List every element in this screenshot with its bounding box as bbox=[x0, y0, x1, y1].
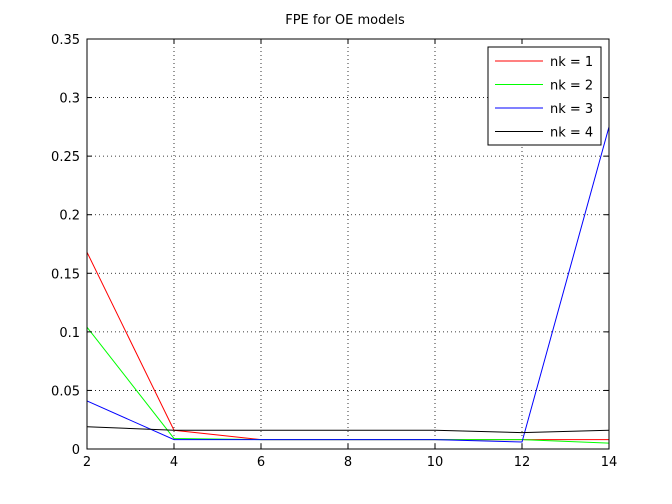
legend-label: nk = 1 bbox=[550, 55, 593, 70]
x-tick-label: 14 bbox=[601, 455, 618, 470]
legend-label: nk = 2 bbox=[550, 79, 593, 94]
x-tick-label: 4 bbox=[170, 455, 178, 470]
grid bbox=[87, 39, 609, 449]
series-line bbox=[86, 426, 610, 434]
x-tick-label: 6 bbox=[257, 455, 265, 470]
y-tick-label: 0.15 bbox=[51, 267, 80, 282]
series-lines bbox=[86, 126, 610, 444]
x-tick-label: 8 bbox=[344, 455, 352, 470]
axis-ticks: 2 4 6 8 10 12 14 0 0.05 0.1 0.15 0.2 0.25 0.3 0.35 bbox=[51, 33, 617, 470]
legend: nk = 1 nk = 2 nk = 3 nk = 4 bbox=[487, 46, 602, 146]
series-line bbox=[86, 126, 610, 443]
y-tick-label: 0.25 bbox=[51, 150, 80, 165]
y-tick-label: 0.3 bbox=[59, 92, 80, 107]
series-line bbox=[86, 326, 610, 444]
y-tick-label: 0.35 bbox=[51, 33, 80, 48]
y-tick-label: 0.1 bbox=[59, 326, 80, 341]
x-tick-label: 10 bbox=[427, 455, 444, 470]
y-tick-label: 0 bbox=[72, 443, 80, 458]
y-tick-label: 0.2 bbox=[59, 209, 80, 224]
y-tick-label: 0.05 bbox=[51, 384, 80, 399]
legend-box bbox=[487, 46, 602, 146]
legend-label: nk = 3 bbox=[550, 102, 593, 117]
x-tick-label: 2 bbox=[83, 455, 91, 470]
chart-title: FPE for OE models bbox=[285, 13, 405, 28]
legend-label: nk = 4 bbox=[550, 126, 593, 141]
x-tick-label: 12 bbox=[514, 455, 531, 470]
